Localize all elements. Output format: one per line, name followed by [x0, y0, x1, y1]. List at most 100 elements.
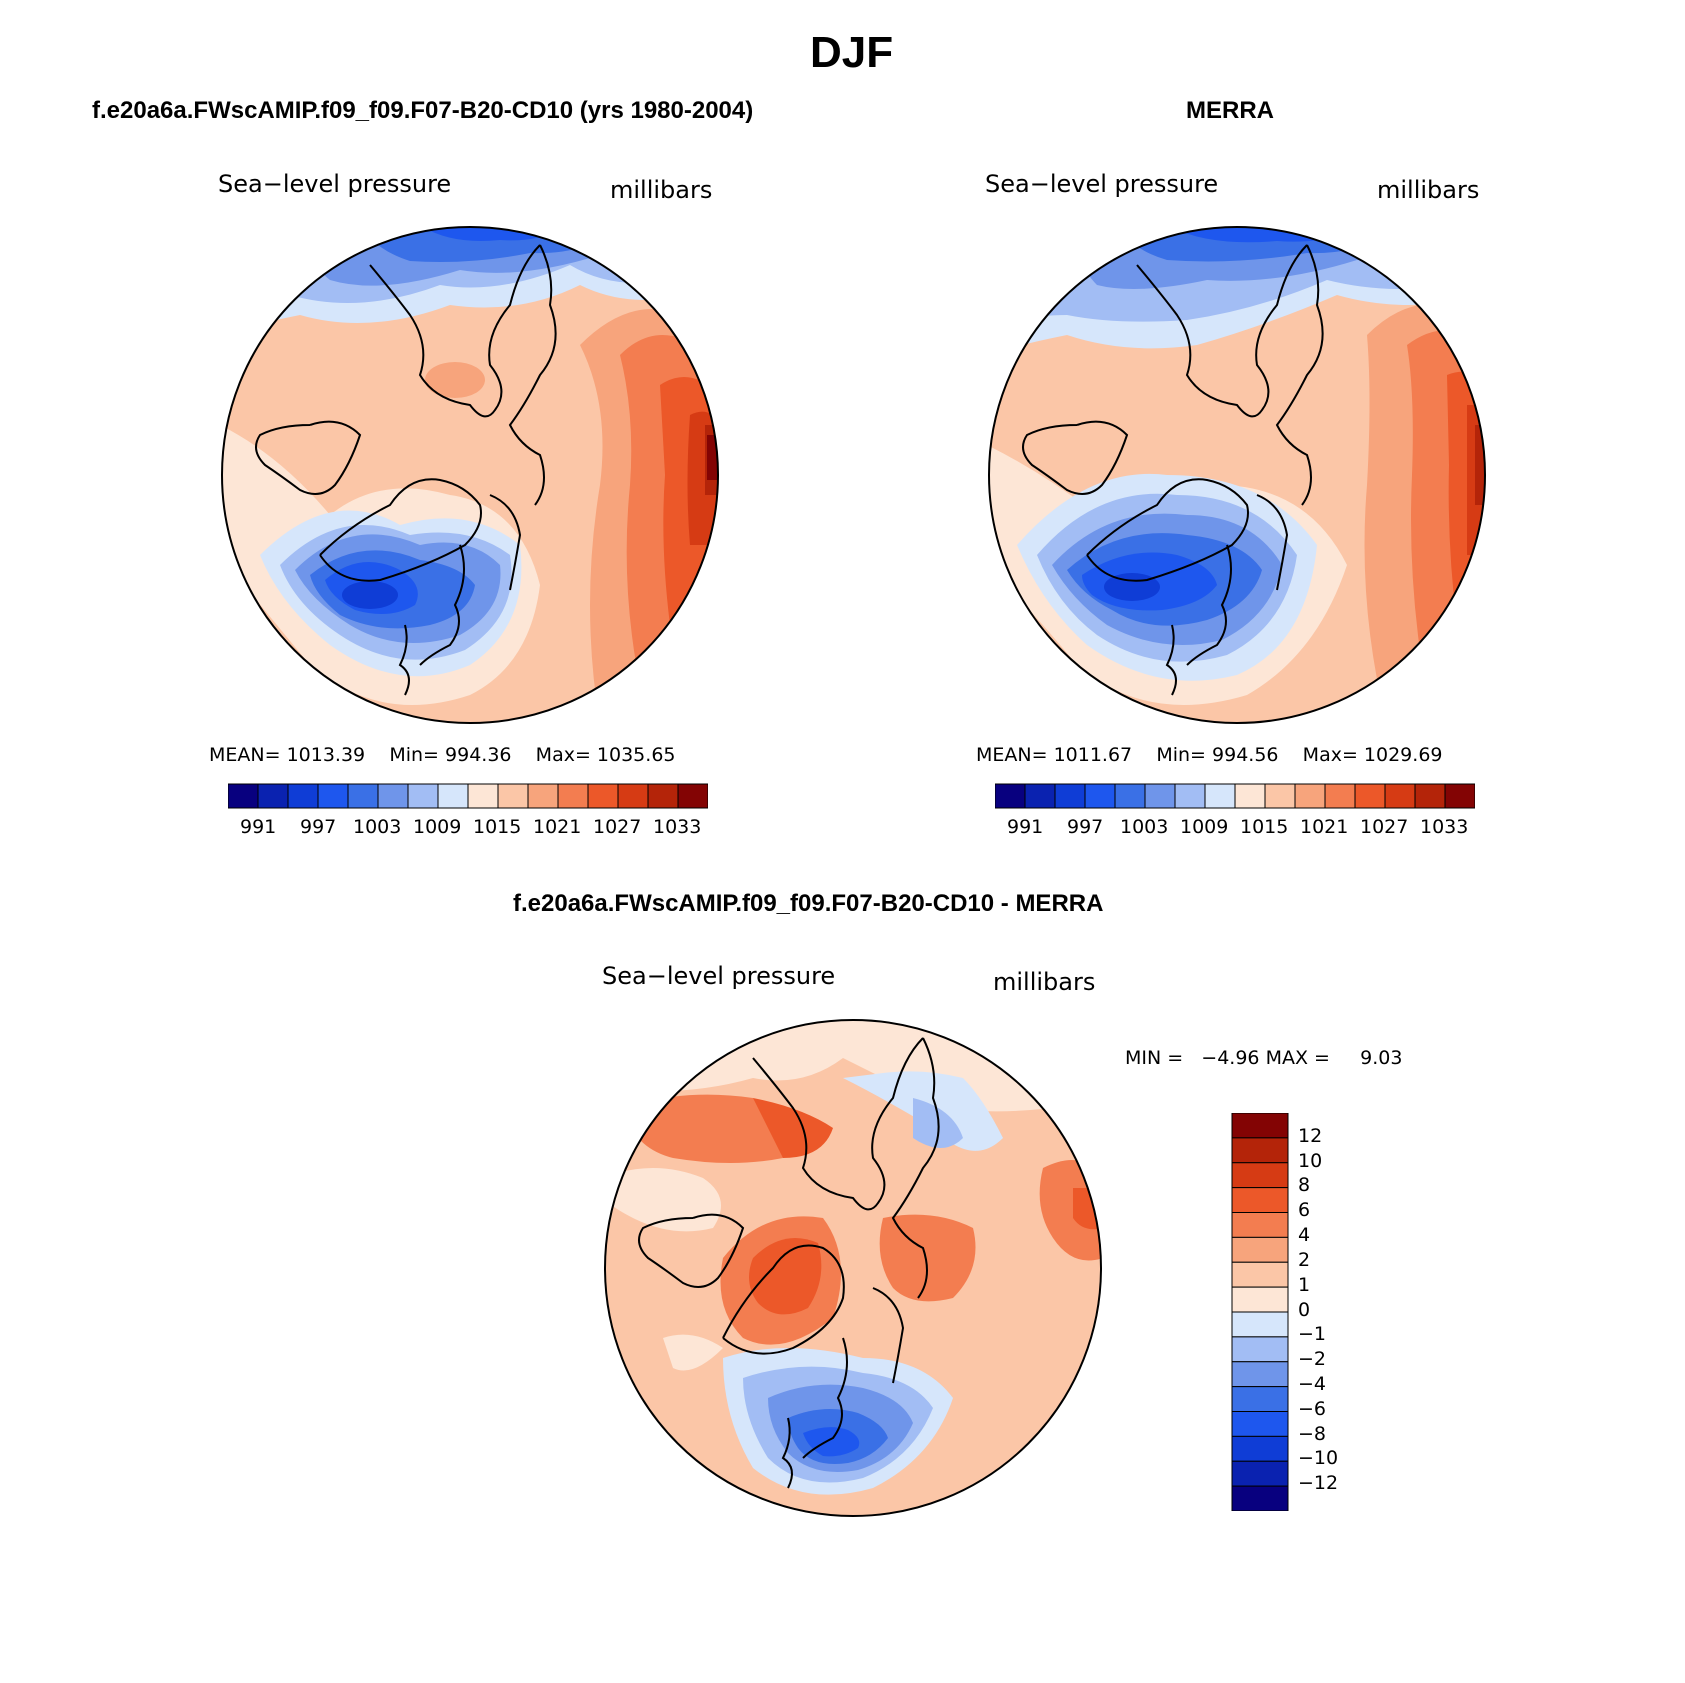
- panel-1-title: f.e20a6a.FWscAMIP.f09_f09.F07-B20-CD10 (…: [92, 97, 754, 124]
- colorbar-swatch: [1324, 783, 1356, 809]
- colorbar-swatch: [467, 783, 499, 809]
- panel-1-min-label: Min=: [389, 744, 439, 766]
- panel-1-colorbar-tick: 1027: [593, 816, 642, 838]
- panel-2-colorbar-ticks: 991 997 1003 1009 1015 1021 1027 1033: [995, 816, 1475, 840]
- panel-1-colorbar-tick: 1033: [653, 816, 702, 838]
- panel-1-stats: MEAN= 1013.39 Min= 994.36 Max= 1035.65: [209, 744, 676, 766]
- diff-panel-colorbar-tick: −1: [1298, 1323, 1327, 1345]
- panel-1-max-value: 1035.65: [596, 744, 676, 766]
- colorbar-swatch: [527, 783, 559, 809]
- diff-panel-max-label: MAX =: [1265, 1047, 1330, 1069]
- diff-panel-colorbar-tick: 1: [1298, 1274, 1311, 1296]
- colorbar-swatch: [1231, 1187, 1289, 1213]
- panel-1-min-value: 994.36: [445, 744, 512, 766]
- panel-2-min-label: Min=: [1156, 744, 1206, 766]
- diff-panel-colorbar-tick: 4: [1298, 1224, 1311, 1246]
- colorbar-swatch: [1384, 783, 1416, 809]
- colorbar-swatch: [1231, 1386, 1289, 1412]
- colorbar-swatch: [1444, 783, 1475, 809]
- diff-panel-minmax: MIN = −4.96 MAX = 9.03: [1125, 1047, 1402, 1069]
- panel-1-max-label: Max=: [535, 744, 591, 766]
- colorbar-swatch: [1231, 1137, 1289, 1164]
- panel-2-mean-value: 1011.67: [1053, 744, 1133, 766]
- colorbar-swatch: [1024, 783, 1056, 809]
- diff-panel-variable: Sea−level pressure: [602, 962, 836, 990]
- colorbar-swatch: [1414, 783, 1446, 809]
- colorbar-swatch: [437, 783, 469, 809]
- panel-2-map: [988, 226, 1486, 724]
- diff-panel-colorbar-tick: −2: [1298, 1348, 1327, 1370]
- panel-1-colorbar-tick: 1003: [353, 816, 402, 838]
- colorbar-swatch: [995, 783, 1026, 809]
- colorbar-swatch: [1144, 783, 1176, 809]
- panel-1-colorbar-tick: 1021: [533, 816, 582, 838]
- colorbar-swatch: [287, 783, 319, 809]
- colorbar-swatch: [1231, 1162, 1289, 1189]
- colorbar-swatch: [347, 783, 379, 809]
- colorbar-swatch: [617, 783, 649, 809]
- diff-panel-colorbar-tick: 8: [1298, 1174, 1311, 1196]
- diff-panel-colorbar-ticks: 12 10 8 6 4 2 1 0 −1 −2 −4 −6 −8 −10 −12: [1298, 1125, 1358, 1505]
- panel-2-colorbar-tick: 1015: [1240, 816, 1289, 838]
- colorbar-swatch: [1174, 783, 1206, 809]
- panel-2-stats: MEAN= 1011.67 Min= 994.56 Max= 1029.69: [976, 744, 1443, 766]
- panel-1-coastlines: [255, 244, 557, 696]
- panel-2-max-label: Max=: [1302, 744, 1358, 766]
- colorbar-swatch: [1231, 1411, 1289, 1437]
- colorbar-swatch: [1204, 783, 1236, 809]
- colorbar-swatch: [1231, 1261, 1289, 1288]
- diff-panel-min-value: −4.96: [1201, 1047, 1260, 1069]
- diff-panel-colorbar-tick: −12: [1298, 1472, 1339, 1494]
- colorbar-swatch: [1231, 1485, 1289, 1511]
- panel-1-map: [221, 226, 719, 724]
- diff-panel-colorbar-tick: 6: [1298, 1199, 1311, 1221]
- panel-2-colorbar-tick: 1003: [1120, 816, 1169, 838]
- panel-2-colorbar-tick: 1009: [1180, 816, 1229, 838]
- diff-panel-min-label: MIN =: [1125, 1047, 1184, 1069]
- colorbar-swatch: [1294, 783, 1326, 809]
- diff-panel-colorbar: [1231, 1113, 1289, 1511]
- colorbar-swatch: [1231, 1286, 1289, 1313]
- colorbar-swatch: [1114, 783, 1146, 809]
- panel-2-title: MERRA: [1186, 97, 1274, 124]
- diff-panel-colorbar-tick: −8: [1298, 1423, 1327, 1445]
- diff-panel-colorbar-tick: 10: [1298, 1150, 1323, 1172]
- colorbar-swatch: [1231, 1435, 1289, 1462]
- panel-1-colorbar-tick: 991: [240, 816, 277, 838]
- panel-2-colorbar-tick: 1021: [1300, 816, 1349, 838]
- panel-2-units: millibars: [1377, 176, 1480, 204]
- colorbar-swatch: [377, 783, 409, 809]
- diff-panel-title: f.e20a6a.FWscAMIP.f09_f09.F07-B20-CD10 -…: [513, 890, 1104, 917]
- panel-2-colorbar: [995, 783, 1475, 809]
- panel-1-colorbar-tick: 997: [300, 816, 337, 838]
- panel-1-units: millibars: [610, 176, 713, 204]
- colorbar-swatch: [228, 783, 259, 809]
- colorbar-swatch: [1231, 1311, 1289, 1338]
- diff-panel-colorbar-tick: −4: [1298, 1373, 1327, 1395]
- colorbar-swatch: [497, 783, 529, 809]
- diff-panel-coastlines: [638, 1037, 940, 1489]
- panel-2-mean-label: MEAN=: [976, 744, 1048, 766]
- panel-1-colorbar-tick: 1009: [413, 816, 462, 838]
- panel-1-colorbar-tick: 1015: [473, 816, 522, 838]
- page-title: DJF: [810, 28, 894, 77]
- colorbar-swatch: [1231, 1113, 1289, 1139]
- panel-1-variable: Sea−level pressure: [218, 170, 452, 198]
- colorbar-swatch: [1231, 1212, 1289, 1238]
- diff-panel-colorbar-tick: 0: [1298, 1299, 1311, 1321]
- panel-1-mean-label: MEAN=: [209, 744, 281, 766]
- colorbar-swatch: [587, 783, 619, 809]
- diff-panel-colorbar-tick: −6: [1298, 1398, 1327, 1420]
- colorbar-swatch: [677, 783, 708, 809]
- colorbar-swatch: [1231, 1361, 1289, 1388]
- panel-2-colorbar-tick: 997: [1067, 816, 1104, 838]
- diff-panel-max-value: 9.03: [1360, 1047, 1403, 1069]
- panel-2-max-value: 1029.69: [1363, 744, 1443, 766]
- colorbar-swatch: [1231, 1336, 1289, 1363]
- colorbar-swatch: [1054, 783, 1086, 809]
- diff-panel-colorbar-tick: 2: [1298, 1249, 1311, 1271]
- panel-2-coastlines: [1022, 244, 1324, 696]
- colorbar-swatch: [1231, 1460, 1289, 1487]
- panel-1-mean-value: 1013.39: [286, 744, 366, 766]
